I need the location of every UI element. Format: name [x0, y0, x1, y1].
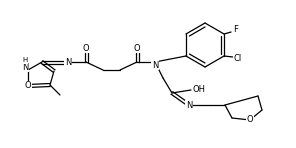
Text: Cl: Cl	[234, 53, 242, 62]
Text: O: O	[247, 115, 253, 124]
Text: N: N	[65, 58, 71, 66]
Text: O: O	[83, 44, 89, 53]
Text: N: N	[186, 100, 192, 110]
Text: F: F	[234, 25, 239, 34]
Text: H: H	[22, 57, 28, 63]
Text: N: N	[152, 61, 158, 70]
Text: N: N	[22, 62, 28, 71]
Text: OH: OH	[192, 86, 205, 95]
Text: O: O	[25, 82, 31, 90]
Text: O: O	[134, 44, 140, 53]
